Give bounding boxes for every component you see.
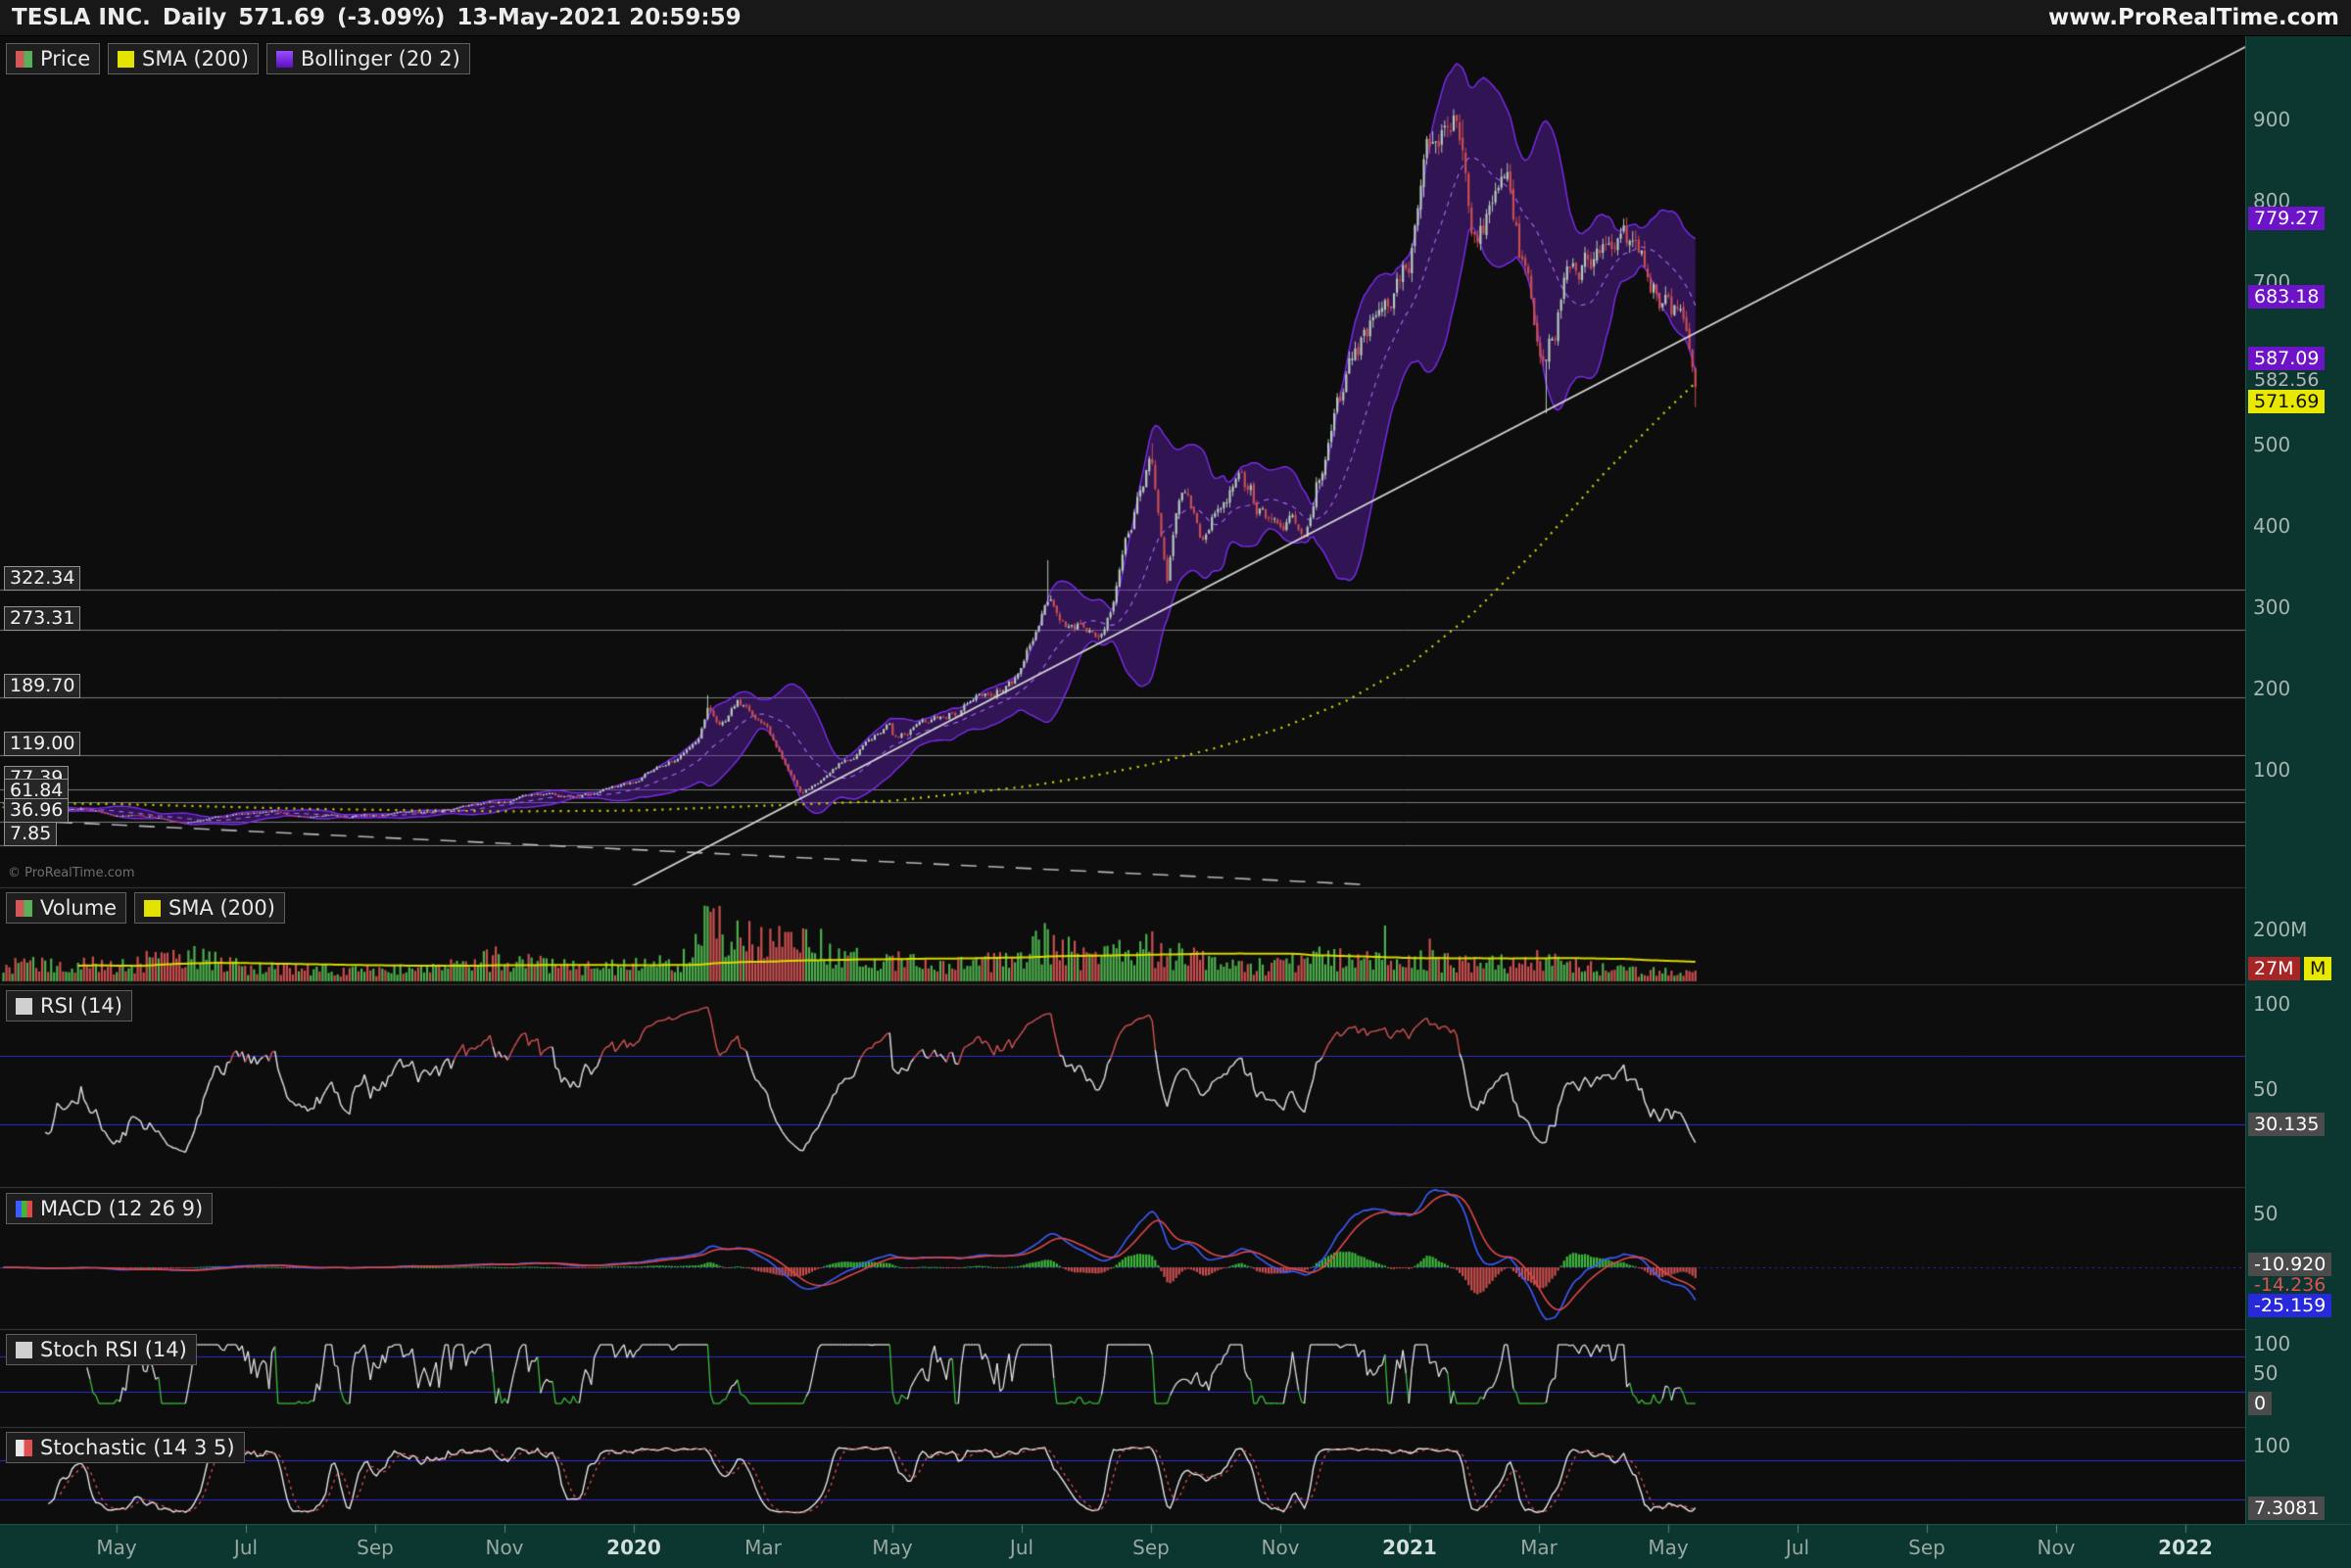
price-axis-tick: 100 — [2253, 757, 2291, 782]
prorealtime-copyright: © ProRealTime.com — [8, 866, 135, 880]
volume-axis-tick: 200M — [2253, 918, 2308, 941]
gray-swatch-icon — [16, 997, 32, 1015]
macd-value-box: -14.236 — [2254, 1274, 2327, 1297]
yellow-swatch-icon — [118, 50, 134, 68]
stochastic-axis-tick: 100 — [2253, 1434, 2291, 1457]
stochrsi-axis-tick: 50 — [2253, 1361, 2279, 1385]
macd-value-box: -10.920 — [2248, 1253, 2332, 1277]
time-axis-label: Jul — [1785, 1536, 1810, 1559]
price-level-label: 119.00 — [4, 732, 81, 757]
instrument-title: TESLA INC. Daily 571.69 (-3.09%) 13-May-… — [12, 5, 753, 30]
volume-value-box: 27M — [2248, 957, 2300, 980]
price-value-box: 683.18 — [2248, 284, 2326, 309]
time-axis-label: Nov — [2037, 1536, 2076, 1559]
price-axis-tick: 400 — [2253, 513, 2291, 538]
macd-swatch-icon — [16, 1200, 32, 1217]
time-axis-label: Nov — [485, 1536, 524, 1559]
rsi-axis-tick: 50 — [2253, 1077, 2279, 1101]
legend-label: SMA (200) — [142, 47, 249, 71]
time-axis-label: 2020 — [606, 1536, 661, 1559]
legend-sma-200[interactable]: SMA (200) — [108, 43, 259, 74]
price-axis-tick: 900 — [2253, 107, 2291, 131]
time-axis-label: May — [872, 1536, 913, 1559]
time-axis-label: Jul — [233, 1536, 259, 1559]
legend-bollinger-20-2[interactable]: Bollinger (20 2) — [266, 43, 470, 74]
legend-price[interactable]: Price — [6, 43, 101, 74]
rsi-axis-tick: 100 — [2253, 992, 2291, 1016]
legend-label: Volume — [40, 896, 118, 920]
rsi-value-box: 30.135 — [2248, 1112, 2326, 1136]
legend-rsi-14[interactable]: RSI (14) — [6, 990, 132, 1022]
price-level-label: 36.96 — [4, 798, 70, 824]
last-price: 571.69 — [238, 5, 325, 30]
prorealtime-watermark: www.ProRealTime.com — [2047, 5, 2339, 30]
price-level-label: 189.70 — [4, 674, 81, 699]
gray-swatch-icon — [16, 1341, 32, 1358]
time-axis-label: 2022 — [2158, 1536, 2213, 1559]
price-value-box: 582.56 — [2254, 368, 2320, 391]
legend-label: MACD (12 26 9) — [40, 1197, 204, 1220]
legend-macd-12-26-9[interactable]: MACD (12 26 9) — [6, 1193, 214, 1224]
legend-volume[interactable]: Volume — [6, 892, 127, 924]
time-axis-label: Sep — [1132, 1536, 1170, 1559]
legend-stoch-rsi-14[interactable]: Stoch RSI (14) — [6, 1334, 197, 1365]
price-value-box: 587.09 — [2248, 346, 2326, 370]
quote-datetime: 13-May-2021 20:59:59 — [456, 5, 742, 30]
price-value-box: 779.27 — [2248, 206, 2326, 230]
legend-label: Stochastic (14 3 5) — [40, 1436, 235, 1459]
legend-label: RSI (14) — [40, 994, 122, 1018]
legend-label: SMA (200) — [168, 896, 275, 920]
macd-axis-tick: 50 — [2253, 1202, 2279, 1225]
legend-label: Price — [40, 47, 91, 71]
time-axis-label: Nov — [1261, 1536, 1300, 1559]
time-axis-label: 2021 — [1382, 1536, 1437, 1559]
price-value-box: 571.69 — [2248, 389, 2326, 413]
time-axis-label: May — [1648, 1536, 1689, 1559]
volume-sma-box: M — [2304, 957, 2332, 980]
change-percent: (-3.09%) — [337, 5, 446, 30]
macd-value-box: -25.159 — [2248, 1294, 2332, 1318]
price-level-label: 273.31 — [4, 606, 81, 632]
stochrsi-value-box: 0 — [2248, 1392, 2273, 1415]
price-axis-tick: 500 — [2253, 432, 2291, 456]
legend-stochastic-14-3-5[interactable]: Stochastic (14 3 5) — [6, 1432, 245, 1463]
time-axis-label: Sep — [357, 1536, 394, 1559]
time-axis-label: May — [96, 1536, 137, 1559]
time-axis-label: Mar — [744, 1536, 782, 1559]
stoch-swatch-icon — [16, 1439, 32, 1456]
purple-swatch-icon — [276, 50, 293, 68]
volume-swatch-icon — [16, 899, 32, 917]
yellow-swatch-icon — [144, 899, 161, 917]
stochastic-value-box: 7.3081 — [2248, 1497, 2326, 1521]
timeframe-label: Daily — [162, 5, 227, 30]
price-axis-tick: 200 — [2253, 676, 2291, 700]
price-swatch-icon — [16, 50, 32, 68]
time-axis-label: Mar — [1520, 1536, 1558, 1559]
stochrsi-axis-tick: 100 — [2253, 1332, 2291, 1355]
price-level-label: 7.85 — [4, 822, 58, 847]
legend-label: Stoch RSI (14) — [40, 1338, 187, 1361]
instrument-name: TESLA INC. — [12, 5, 151, 30]
time-axis-label: Jul — [1009, 1536, 1034, 1559]
legend-sma-200[interactable]: SMA (200) — [134, 892, 285, 924]
price-axis-tick: 300 — [2253, 594, 2291, 619]
time-axis-label: Sep — [1908, 1536, 1945, 1559]
legend-label: Bollinger (20 2) — [301, 47, 460, 71]
price-level-label: 322.34 — [4, 566, 81, 592]
title-bar: TESLA INC. Daily 571.69 (-3.09%) 13-May-… — [0, 0, 2351, 36]
